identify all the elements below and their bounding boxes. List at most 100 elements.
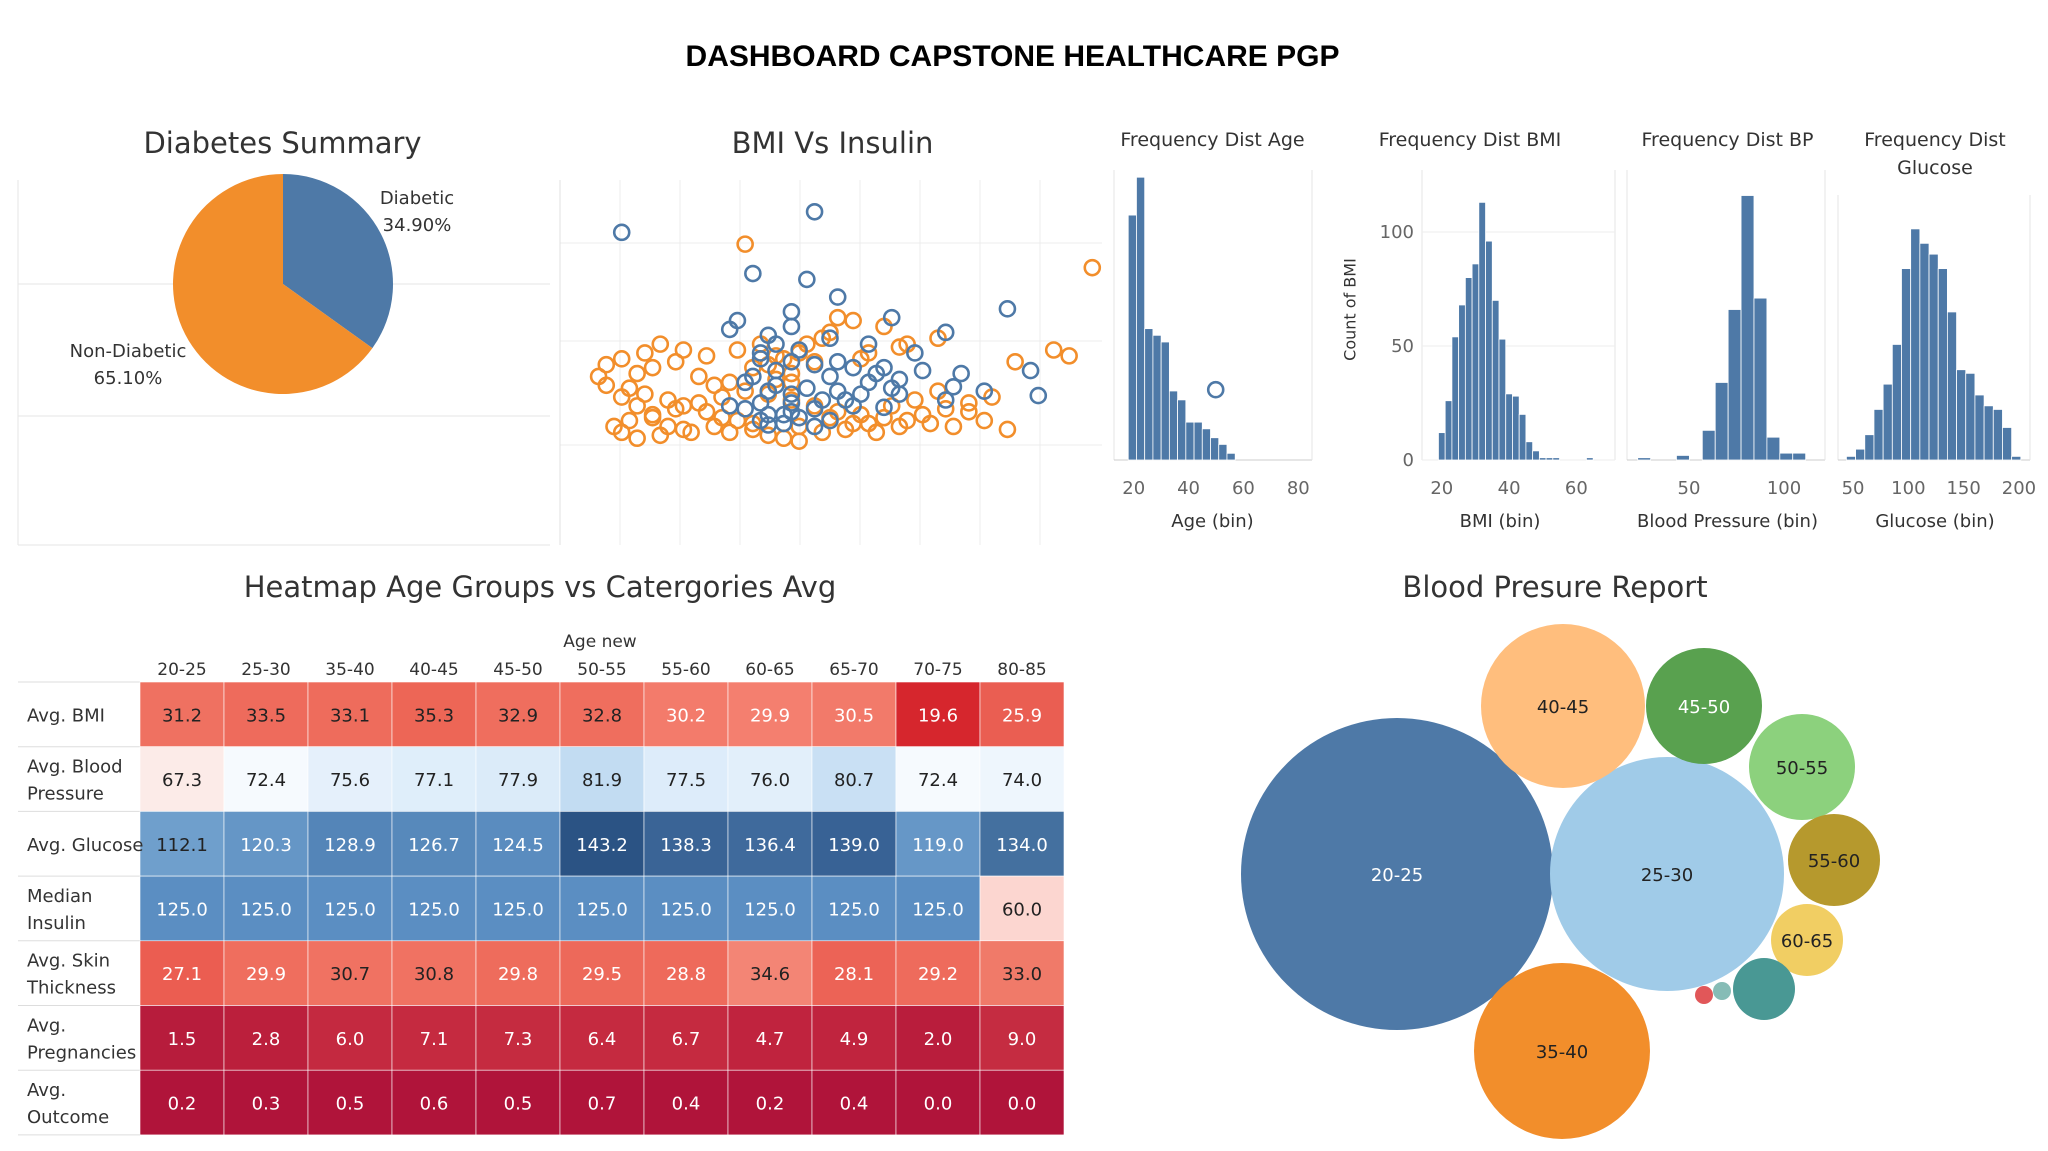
hist-bar bbox=[1136, 176, 1146, 461]
scatter-point bbox=[882, 397, 901, 415]
heatmap-column-label: 35-40 bbox=[325, 660, 374, 680]
scatter-point bbox=[936, 400, 955, 418]
scatter-point bbox=[774, 350, 793, 368]
scatter-point bbox=[960, 402, 978, 421]
heatmap-cell bbox=[811, 940, 897, 1006]
heatmap-cell-value: 29.5 bbox=[582, 964, 622, 985]
scatter-point bbox=[774, 405, 793, 424]
scatter-point bbox=[767, 361, 785, 380]
scatter-point bbox=[882, 308, 901, 327]
scatter-point bbox=[674, 420, 693, 439]
heatmap-cell-value: 143.2 bbox=[576, 835, 628, 856]
bubble-unlabeled bbox=[1713, 982, 1731, 1000]
heatmap-cell-value: 125.0 bbox=[744, 899, 796, 920]
hist-bar bbox=[1637, 457, 1652, 461]
heatmap-cell bbox=[979, 1069, 1065, 1136]
bubble-title: Blood Presure Report bbox=[1402, 570, 1708, 604]
heatmap-cell bbox=[223, 1069, 309, 1136]
scatter-point bbox=[798, 379, 816, 398]
scatter-point bbox=[736, 382, 754, 400]
heatmap-cell bbox=[643, 681, 729, 747]
heatmap-cell-value: 34.6 bbox=[750, 964, 790, 985]
scatter-point bbox=[805, 202, 824, 221]
scatter-point bbox=[859, 344, 878, 362]
heatmap-cell-value: 0.3 bbox=[252, 1094, 281, 1115]
scatter-point bbox=[1006, 352, 1024, 371]
scatter-point bbox=[1029, 386, 1048, 405]
heatmap-cell bbox=[559, 1005, 645, 1071]
heatmap-cell bbox=[979, 681, 1065, 747]
heatmap-cell-value: 0.5 bbox=[504, 1094, 533, 1115]
heatmap-cell-value: 6.4 bbox=[588, 1029, 617, 1050]
heatmap-cell-value: 72.4 bbox=[918, 770, 958, 791]
hist-bmi-title: Frequency Dist BMI bbox=[1378, 129, 1562, 151]
heatmap-cell-value: 0.7 bbox=[588, 1094, 617, 1115]
bubble-35-40 bbox=[1474, 963, 1650, 1139]
heatmap-cell-value: 30.8 bbox=[414, 964, 454, 985]
scatter-point bbox=[975, 411, 994, 430]
heatmap-col-header: Age new bbox=[563, 632, 637, 652]
heatmap-cell-value: 0.5 bbox=[336, 1094, 365, 1115]
scatter-point bbox=[690, 367, 708, 386]
heatmap-cell bbox=[979, 940, 1065, 1006]
heatmap-cell bbox=[223, 940, 309, 1006]
scatter-point bbox=[705, 376, 724, 395]
hist-bar bbox=[1586, 457, 1594, 461]
heatmap-cell-value: 125.0 bbox=[660, 899, 712, 920]
scatter-point bbox=[859, 335, 878, 353]
heatmap-cell-value: 0.2 bbox=[756, 1094, 785, 1115]
heatmap-cell-value: 29.8 bbox=[498, 964, 538, 985]
heatmap-cell bbox=[139, 1069, 225, 1136]
heatmap-cell-value: 30.2 bbox=[666, 705, 706, 726]
scatter-point bbox=[705, 417, 724, 436]
heatmap-cell bbox=[811, 1005, 897, 1071]
scatter-point bbox=[782, 352, 801, 371]
heatmap-cell-value: 60.0 bbox=[1002, 899, 1042, 920]
scatter-point bbox=[813, 329, 832, 348]
heatmap-cell bbox=[391, 746, 477, 812]
hist-xtick: 60 bbox=[1232, 478, 1255, 499]
scatter-point bbox=[643, 408, 662, 427]
hist-xtick: 200 bbox=[2002, 478, 2036, 499]
heatmap-cell-value: 138.3 bbox=[660, 835, 712, 856]
scatter-point bbox=[674, 341, 693, 359]
scatter-point bbox=[828, 352, 847, 371]
heatmap-cell-value: 2.8 bbox=[252, 1029, 281, 1050]
heatmap-row-label: Thickness bbox=[26, 978, 116, 999]
heatmap-cell-value: 19.6 bbox=[918, 705, 958, 726]
scatter-point bbox=[782, 385, 801, 403]
heatmap-cell bbox=[643, 875, 729, 942]
heatmap-row-label: Insulin bbox=[27, 913, 86, 934]
bubble-label: 55-60 bbox=[1808, 851, 1860, 872]
hist-xtick: 40 bbox=[1498, 478, 1521, 499]
scatter-point bbox=[998, 300, 1017, 318]
pie-label-nondiabetic: Non-Diabetic bbox=[70, 341, 187, 362]
hist-xtick: 60 bbox=[1565, 478, 1588, 499]
scatter-point bbox=[844, 311, 862, 330]
scatter-point bbox=[906, 391, 924, 409]
pie-slice-1 bbox=[172, 174, 373, 394]
scatter-point bbox=[836, 391, 855, 409]
bubble-50-55 bbox=[1749, 714, 1855, 820]
scatter-point bbox=[913, 405, 932, 424]
heatmap-cell bbox=[979, 1005, 1065, 1071]
scatter-point bbox=[875, 408, 893, 427]
scatter-point bbox=[960, 394, 978, 412]
scatter-point bbox=[605, 417, 623, 436]
heatmap-cell-value: 126.7 bbox=[408, 835, 460, 856]
heatmap-cell-value: 28.1 bbox=[834, 964, 874, 985]
scatter-point bbox=[651, 335, 670, 353]
heatmap-cell bbox=[391, 681, 477, 747]
heatmap-cell-value: 2.0 bbox=[924, 1029, 953, 1050]
hist-age-xlabel: Age (bin) bbox=[1171, 511, 1254, 532]
scatter-point bbox=[975, 382, 994, 400]
heatmap-row-label: Avg. Glucose bbox=[27, 835, 144, 856]
scatter-point bbox=[805, 400, 824, 418]
scatter-point bbox=[620, 411, 639, 430]
hist-glucose-title: Frequency Dist Glucose bbox=[1864, 129, 2006, 179]
heatmap-cell bbox=[307, 681, 393, 747]
scatter-point bbox=[682, 423, 700, 442]
scatter-point bbox=[782, 317, 801, 336]
